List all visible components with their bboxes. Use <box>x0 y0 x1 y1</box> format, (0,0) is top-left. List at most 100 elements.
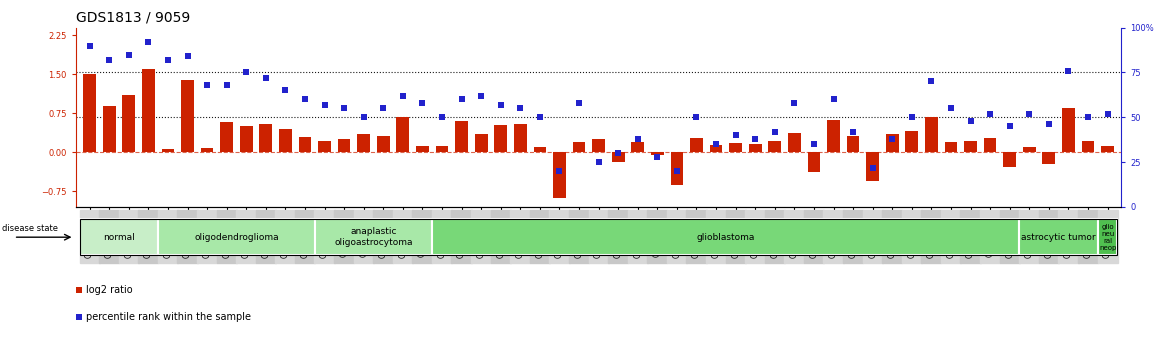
Bar <box>142 69 154 152</box>
Bar <box>474 134 487 152</box>
Point <box>648 154 667 159</box>
Point <box>432 115 451 120</box>
Point <box>335 106 354 111</box>
Bar <box>612 152 625 162</box>
Bar <box>181 80 194 152</box>
Point <box>70 315 89 320</box>
Bar <box>514 124 527 152</box>
Bar <box>983 138 996 152</box>
Bar <box>807 152 820 172</box>
Bar <box>239 126 252 152</box>
Bar <box>377 136 390 152</box>
Bar <box>572 142 585 152</box>
Bar <box>827 120 840 152</box>
Text: GDS1813 / 9059: GDS1813 / 9059 <box>76 11 190 24</box>
Bar <box>769 141 781 152</box>
Point <box>765 129 784 135</box>
Bar <box>221 122 234 152</box>
Bar <box>1003 152 1016 167</box>
Point <box>217 82 236 88</box>
Point <box>981 111 1000 117</box>
Bar <box>436 146 449 152</box>
Point <box>452 97 471 102</box>
Bar <box>396 117 409 152</box>
Bar <box>651 152 663 155</box>
Bar <box>925 117 938 152</box>
Point <box>119 52 138 57</box>
Point <box>668 168 687 174</box>
Bar <box>632 142 644 152</box>
Point <box>726 132 745 138</box>
Text: disease state: disease state <box>1 224 57 233</box>
Bar <box>357 134 370 152</box>
Point <box>510 106 529 111</box>
Bar <box>338 139 350 152</box>
Bar <box>103 106 116 152</box>
Text: glioblastoma: glioblastoma <box>696 233 755 242</box>
Point <box>1059 68 1078 73</box>
Point <box>394 93 412 99</box>
Point <box>707 141 725 147</box>
Point <box>1079 115 1098 120</box>
Bar <box>788 132 801 152</box>
Point <box>746 136 765 141</box>
Point <box>550 168 569 174</box>
Bar <box>1082 141 1094 152</box>
Point <box>589 159 607 165</box>
Bar <box>690 138 703 152</box>
Point <box>139 39 158 45</box>
Bar <box>416 146 429 152</box>
Bar <box>1101 146 1114 152</box>
Point <box>941 106 960 111</box>
Text: normal: normal <box>103 233 134 242</box>
Bar <box>123 95 135 152</box>
Bar <box>729 143 742 152</box>
Bar <box>1020 219 1098 255</box>
Bar <box>1062 108 1075 152</box>
Text: percentile rank within the sample: percentile rank within the sample <box>86 312 251 322</box>
Text: anaplastic
oligoastrocytoma: anaplastic oligoastrocytoma <box>334 227 412 247</box>
Bar <box>494 125 507 152</box>
Bar <box>1098 219 1118 255</box>
Point <box>179 53 197 59</box>
Point <box>276 88 294 93</box>
Point <box>1098 111 1117 117</box>
Bar <box>83 75 96 152</box>
Bar <box>79 219 158 255</box>
Point <box>296 97 314 102</box>
Bar <box>554 152 565 198</box>
Point <box>159 57 178 63</box>
Point <box>197 82 216 88</box>
Bar <box>945 142 958 152</box>
Point <box>570 100 589 106</box>
Point <box>81 43 99 48</box>
Bar <box>432 219 1020 255</box>
Bar <box>158 219 314 255</box>
Point <box>99 57 118 63</box>
Bar <box>201 148 214 152</box>
Point <box>70 287 89 293</box>
Point <box>961 118 980 124</box>
Point <box>374 106 392 111</box>
Point <box>1040 122 1058 127</box>
Bar <box>314 219 432 255</box>
Point <box>922 79 940 84</box>
Bar <box>318 141 331 152</box>
Bar <box>592 139 605 152</box>
Bar <box>710 145 723 152</box>
Point <box>609 150 627 156</box>
Bar <box>1023 147 1036 152</box>
Point <box>315 102 334 108</box>
Point <box>843 129 862 135</box>
Point <box>1020 111 1038 117</box>
Point <box>628 136 647 141</box>
Point <box>1000 124 1018 129</box>
Bar <box>867 152 880 181</box>
Point <box>354 115 373 120</box>
Bar <box>670 152 683 185</box>
Text: oligodendroglioma: oligodendroglioma <box>194 233 279 242</box>
Point <box>472 93 491 99</box>
Bar <box>534 147 547 152</box>
Bar <box>279 129 292 152</box>
Point <box>825 97 843 102</box>
